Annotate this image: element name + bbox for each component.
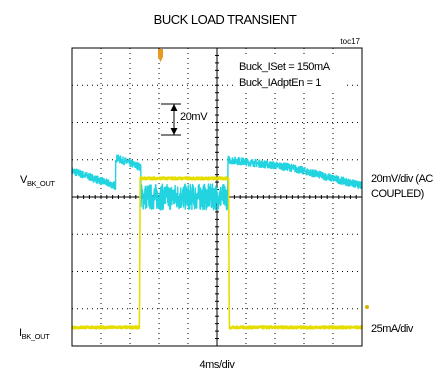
delta-arrow-down — [170, 128, 178, 135]
current-channel-label: IBK_OUT — [19, 327, 50, 341]
current-scale: 25mA/div — [371, 323, 414, 335]
figure-id: toc17 — [340, 37, 360, 46]
voltage-channel-label: VBK_OUT — [20, 174, 55, 188]
plot-frame — [71, 47, 363, 347]
delta-annotation: 20mV — [161, 103, 212, 136]
trigger-marker — [158, 49, 163, 62]
trigger-marker-icon — [158, 49, 163, 62]
delta-label: 20mV — [180, 111, 208, 123]
current-ground-marker — [365, 305, 369, 309]
conditions-box — [236, 55, 344, 91]
x-axis-label: 4ms/div — [199, 359, 235, 371]
voltage-channel-sub: BK_OUT — [27, 179, 55, 188]
current-channel-main: I — [19, 327, 22, 339]
delta-label-bg — [178, 109, 212, 123]
voltage-scale-line1: 20mV/div (AC — [371, 173, 433, 185]
current-channel-sub: BK_OUT — [22, 332, 50, 341]
voltage-channel-main: V — [20, 174, 28, 186]
trace-vbk_out — [71, 154, 363, 211]
voltage-scale-line2: COUPLED) — [371, 188, 424, 200]
chart-title: BUCK LOAD TRANSIENT — [154, 12, 297, 27]
waveform-traces — [71, 154, 363, 330]
delta-arrow-up — [170, 104, 178, 111]
condition-iadapt: Buck_IAdptEn = 1 — [239, 77, 321, 89]
condition-iset: Buck_ISet = 150mA — [239, 61, 331, 73]
trace-ibk_out — [71, 176, 363, 330]
